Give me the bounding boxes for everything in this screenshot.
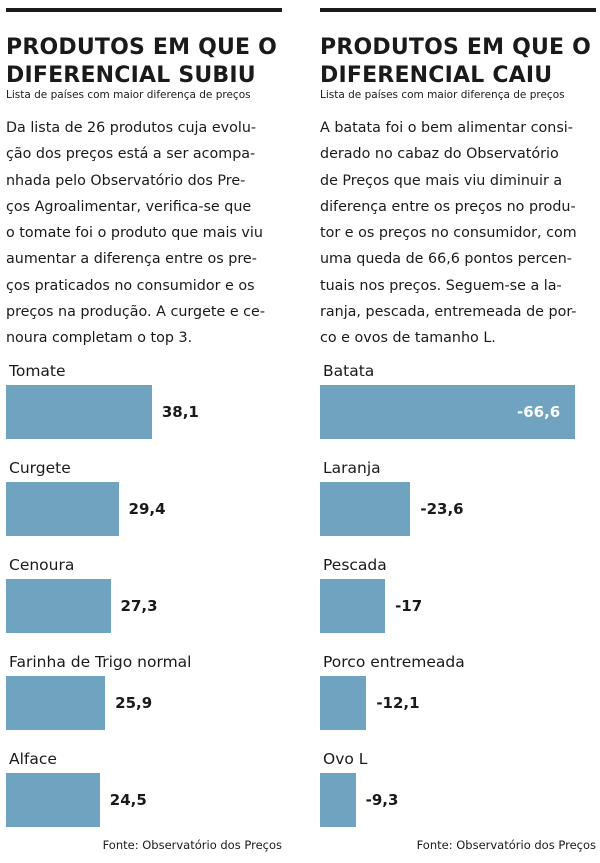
right-value-label: -23,6 [420, 500, 464, 518]
left-value-label: 29,4 [128, 500, 166, 518]
left-category-label: Tomate [9, 362, 66, 380]
top-rule [6, 8, 282, 12]
right-category-label: Pescada [323, 556, 387, 574]
left-bar [6, 482, 119, 536]
right-value-label: -9,3 [365, 791, 399, 809]
left-source: Fonte: Observatório dos Preços [102, 838, 282, 852]
right-bar [320, 773, 356, 827]
left-value-label: 27,3 [120, 597, 158, 615]
right-bar-chart: Batata -66,6 Laranja -23,6 Pescada -17 Porco e… [320, 0, 596, 863]
left-bar-chart: Tomate 38,1 Curgete 29,4 Cenoura 27,3 Farinha … [6, 0, 282, 863]
left-title-line1: PRODUTOS EM QUE O [6, 35, 278, 60]
left-category-label: Farinha de Trigo normal [9, 653, 192, 671]
right-bar [320, 676, 367, 730]
right-subtitle: Lista de países com maior diferença de p… [320, 89, 565, 101]
right-category-label: Batata [323, 362, 375, 380]
left-category-label: Alface [9, 750, 57, 768]
right-value-label: -17 [395, 597, 423, 615]
right-bar [320, 482, 411, 536]
left-value-label: 24,5 [109, 791, 147, 809]
right-title: PRODUTOS EM QUE O DIFERENCIAL CAIU [320, 34, 600, 90]
left-value-label: 25,9 [115, 694, 153, 712]
left-bar [6, 773, 100, 827]
left-bar [6, 579, 111, 633]
right-value-label: -12,1 [376, 694, 420, 712]
left-panel: PRODUTOS EM QUE O DIFERENCIAL SUBIU List… [6, 0, 282, 863]
right-intro-text: A batata foi o bem alimentar consi- dera… [320, 120, 577, 347]
right-value-label: -66,6 [516, 403, 561, 421]
left-subtitle: Lista de países com maior diferença de p… [6, 89, 251, 101]
left-title: PRODUTOS EM QUE O DIFERENCIAL SUBIU [6, 34, 286, 90]
left-intro-text: Da lista de 26 produtos cuja evolu- ção … [6, 120, 265, 347]
right-category-label: Laranja [323, 459, 381, 477]
left-title-line2: DIFERENCIAL SUBIU [6, 63, 256, 88]
right-bar [320, 579, 386, 633]
left-bar [6, 385, 152, 439]
right-title-line2: DIFERENCIAL CAIU [320, 63, 553, 88]
left-category-label: Cenoura [9, 556, 75, 574]
top-rule [320, 8, 596, 12]
right-category-label: Ovo L [323, 750, 368, 768]
right-category-label: Porco entremeada [323, 653, 465, 671]
left-category-label: Curgete [9, 459, 71, 477]
left-bar [6, 676, 106, 730]
right-bar [320, 385, 575, 439]
left-value-label: 38,1 [161, 403, 199, 421]
right-title-line1: PRODUTOS EM QUE O [320, 35, 592, 60]
right-source: Fonte: Observatório dos Preços [416, 838, 596, 852]
right-panel: PRODUTOS EM QUE O DIFERENCIAL CAIU Lista… [320, 0, 596, 863]
